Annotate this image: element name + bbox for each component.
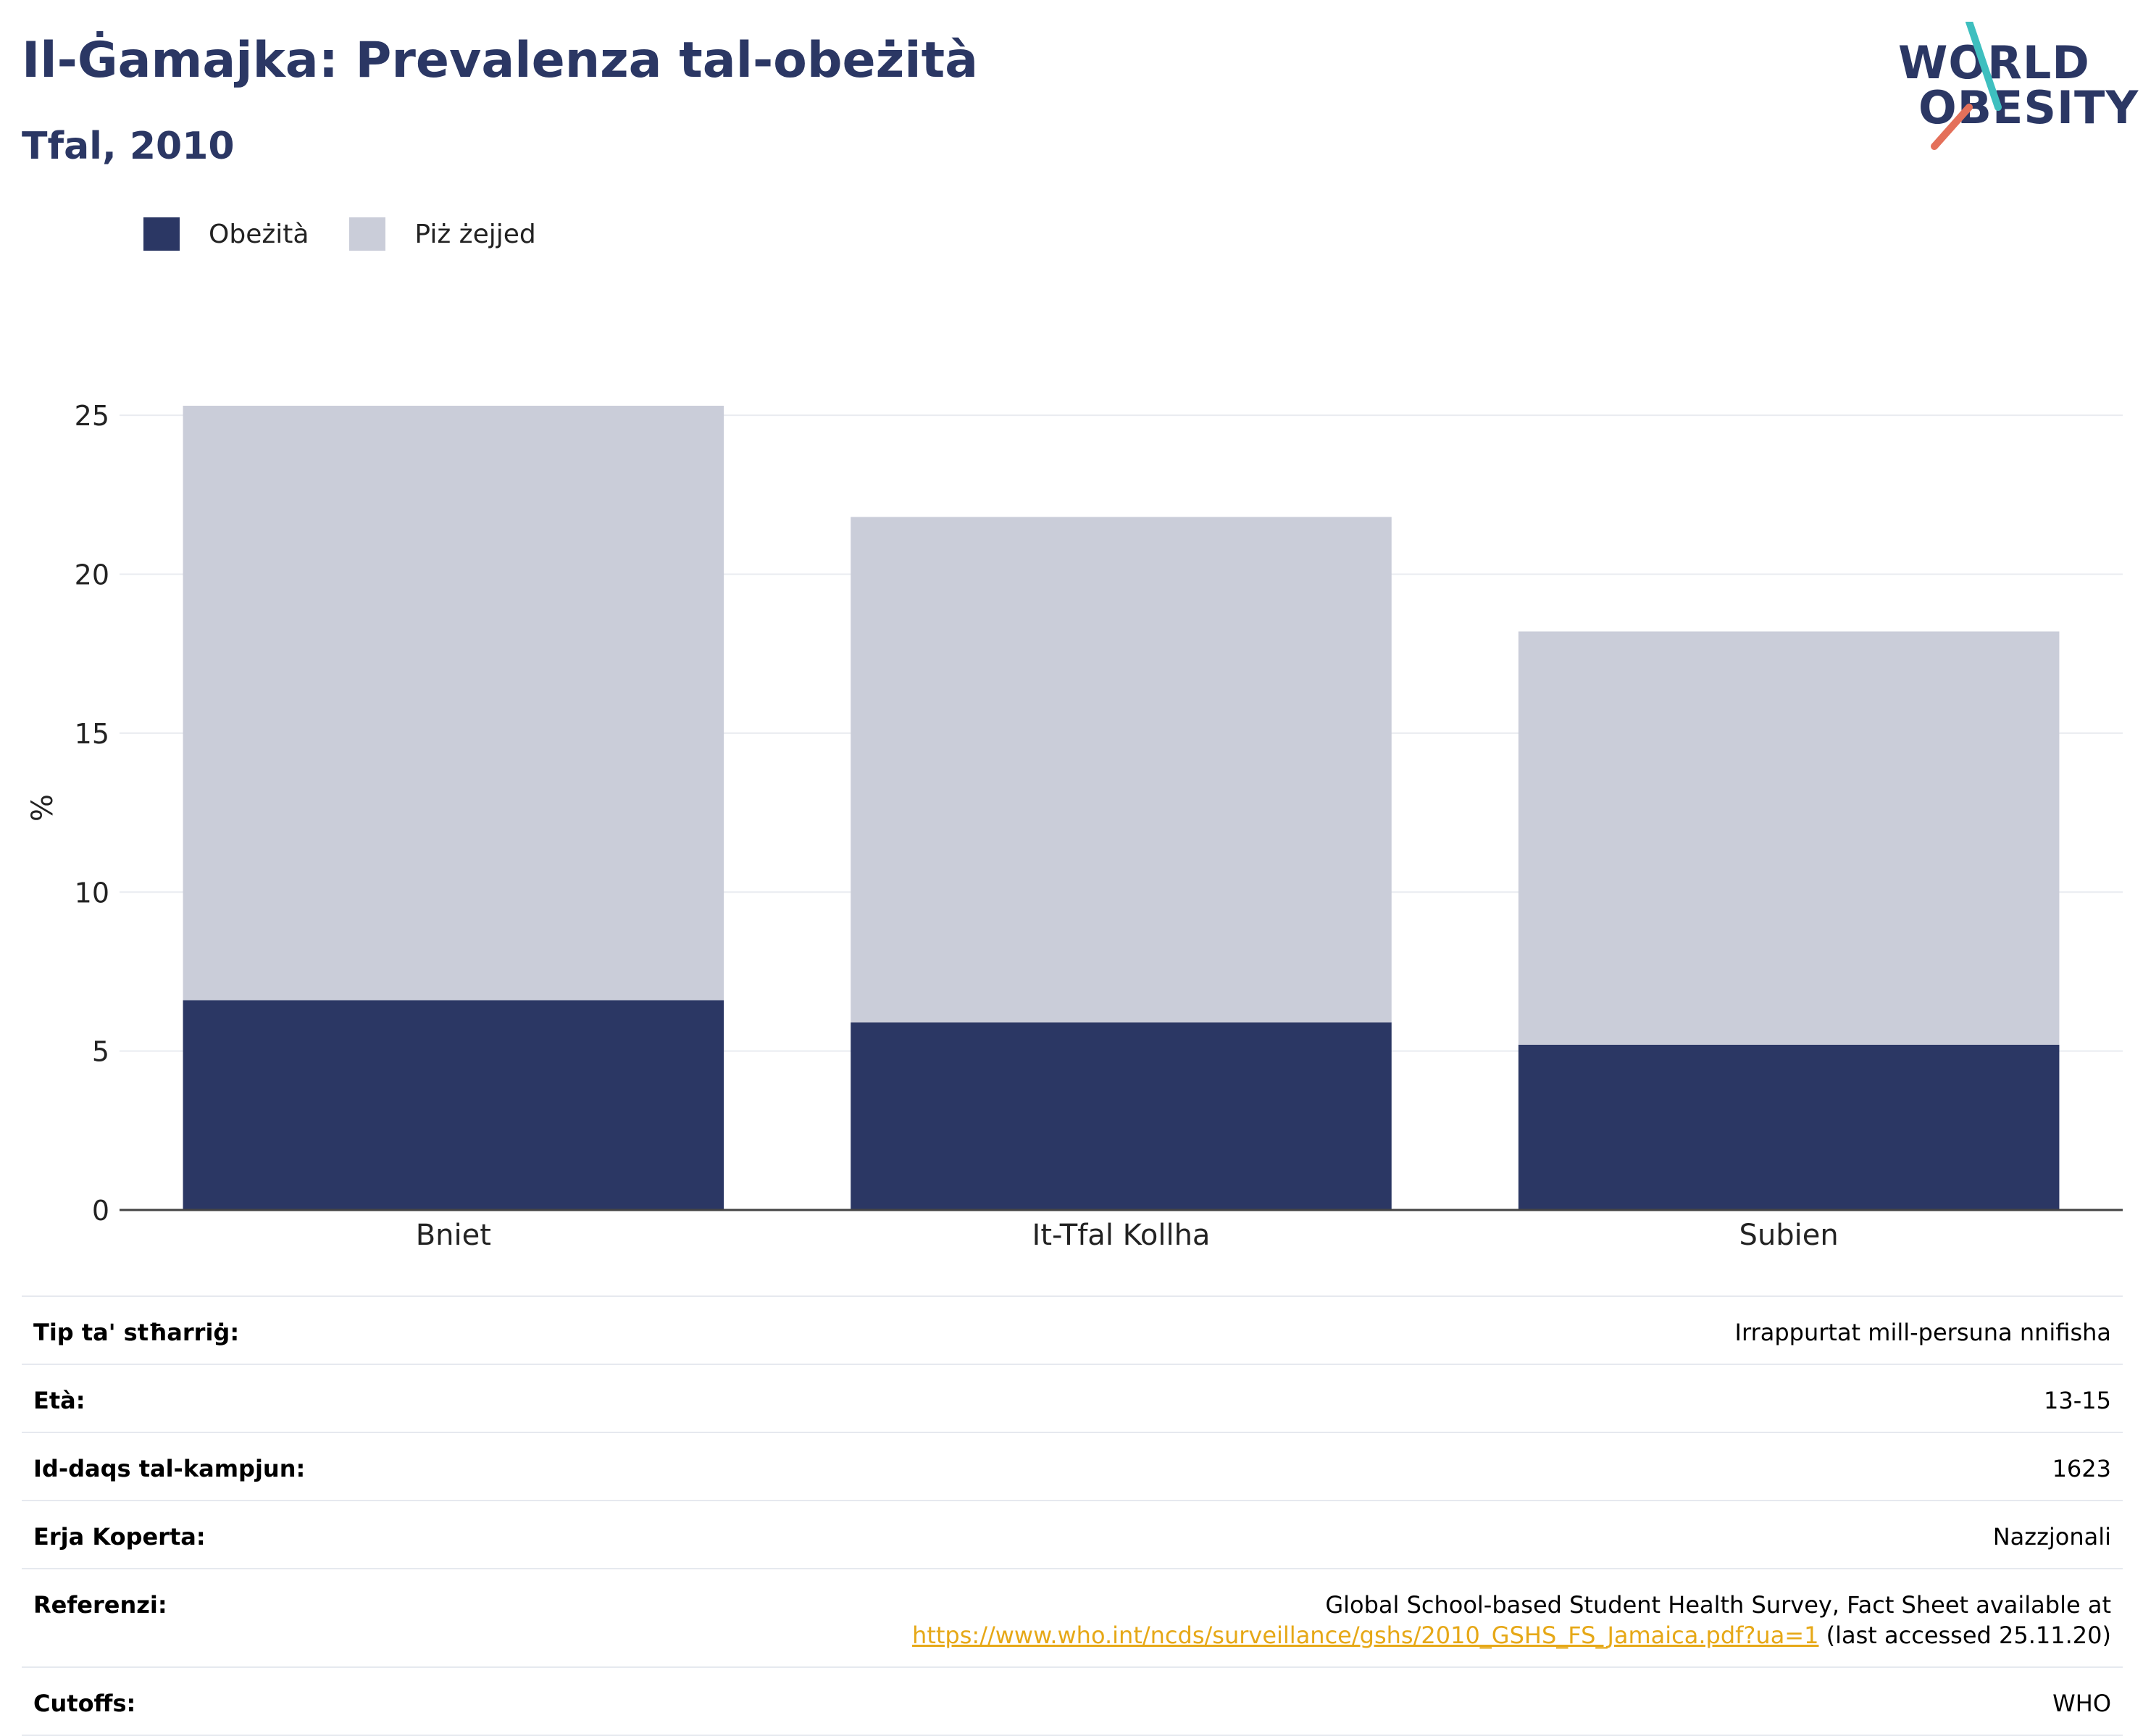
x-tick-label: Bniet (416, 1219, 491, 1252)
legend-item-obesity[interactable]: Obeżità (143, 217, 309, 251)
legend-swatch-overweight (349, 217, 386, 251)
y-axis-label: % (26, 794, 59, 822)
info-row-sample-size: Id-daqs tal-kampjun: 1623 (22, 1432, 2123, 1500)
info-label: Tip ta' stħarriġ: (33, 1319, 240, 1346)
y-tick-label: 0 (92, 1195, 109, 1227)
info-value: 1623 (2052, 1455, 2111, 1482)
reference-accessed: (last accessed 25.11.20) (1818, 1622, 2111, 1649)
info-value: Irrappurtat mill-persuna nnifisha (1734, 1319, 2111, 1346)
info-value: Nazzjonali (1992, 1523, 2111, 1551)
chart-legend: Obeżità Piż żejjed (143, 217, 577, 251)
bar-overweight (183, 406, 724, 1001)
logo-line-1: WORLD (1898, 36, 2090, 89)
reference-link[interactable]: https://www.who.int/ncds/surveillance/gs… (912, 1622, 1819, 1649)
bar-overweight (1518, 631, 2060, 1045)
y-tick-label: 10 (75, 877, 109, 909)
bar-overweight (851, 517, 1392, 1023)
info-value: 13-15 (2044, 1387, 2111, 1414)
legend-item-overweight[interactable]: Piż żejjed (349, 217, 536, 251)
info-label: Referenzi: (33, 1591, 167, 1619)
info-table: Tip ta' stħarriġ: Irrappurtat mill-persu… (22, 1295, 2123, 1736)
legend-swatch-obesity (143, 217, 180, 251)
world-obesity-logo: WORLD OBESITY (1884, 22, 2138, 152)
page-title: Il-Ġamajka: Prevalenza tal-obeżità (22, 32, 978, 89)
legend-label-obesity: Obeżità (209, 219, 309, 249)
info-label: Cutoffs: (33, 1690, 136, 1717)
info-row-cutoffs: Cutoffs: WHO (22, 1666, 2123, 1736)
info-label: Età: (33, 1387, 85, 1414)
info-row-survey-type: Tip ta' stħarriġ: Irrappurtat mill-persu… (22, 1295, 2123, 1364)
bar-obesity (183, 1000, 724, 1210)
page-subtitle: Tfal, 2010 (22, 125, 235, 168)
info-value: WHO (2052, 1690, 2111, 1717)
reference-text: Global School-based Student Health Surve… (1325, 1591, 2111, 1619)
info-label: Erja Koperta: (33, 1523, 206, 1551)
bar-obesity (851, 1022, 1392, 1210)
logo-slash-icon (1931, 22, 2002, 150)
bar-obesity (1518, 1044, 2060, 1210)
y-tick-label: 15 (75, 718, 109, 750)
y-tick-label: 20 (75, 559, 109, 591)
info-row-area-covered: Erja Koperta: Nazzjonali (22, 1500, 2123, 1568)
x-tick-label: Subien (1739, 1219, 1839, 1252)
info-value: Global School-based Student Health Surve… (912, 1590, 2111, 1651)
legend-label-overweight: Piż żejjed (414, 219, 536, 249)
y-tick-label: 25 (75, 400, 109, 432)
bar-chart: 0 5 10 15 20 25% Bniet It-Tfal Kollha Subien (26, 400, 2123, 1252)
y-tick-label: 5 (92, 1036, 109, 1068)
info-label: Id-daqs tal-kampjun: (33, 1455, 306, 1482)
info-row-age: Età: 13-15 (22, 1364, 2123, 1432)
x-tick-label: It-Tfal Kollha (1032, 1219, 1211, 1252)
info-row-references: Referenzi: Global School-based Student H… (22, 1568, 2123, 1666)
